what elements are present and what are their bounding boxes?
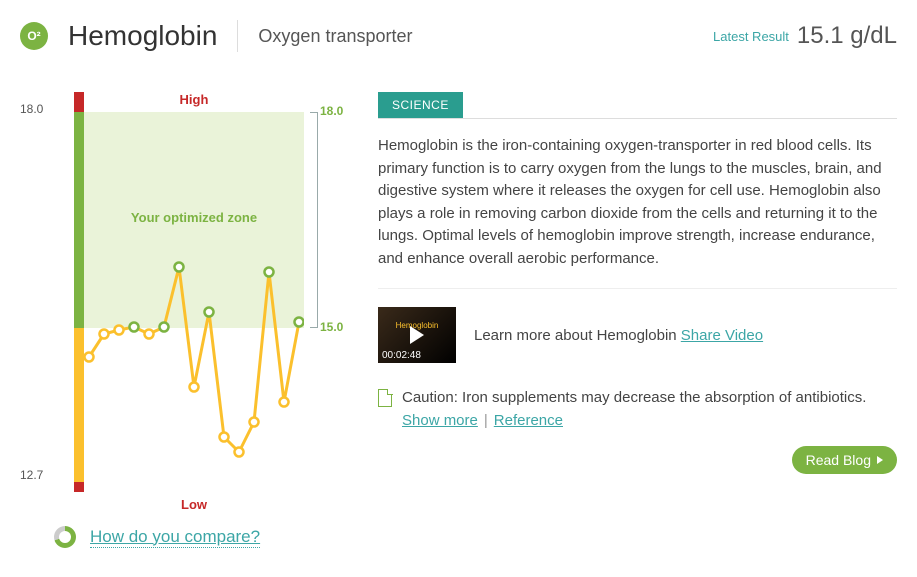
share-video-link[interactable]: Share Video (681, 327, 763, 344)
video-caption: Learn more about Hemoglobin Share Video (474, 327, 763, 344)
pipe-separator: | (484, 412, 488, 429)
read-blog-button[interactable]: Read Blog (792, 446, 897, 474)
detail-column: SCIENCE Hemoglobin is the iron-containin… (360, 92, 897, 548)
zone-min-label: 15.0 (320, 320, 343, 334)
o2-badge-icon: O² (20, 22, 48, 50)
show-more-link[interactable]: Show more (402, 412, 478, 429)
divider (378, 288, 897, 289)
video-caption-text: Learn more about Hemoglobin (474, 327, 681, 344)
caution-body: Caution: Iron supplements may decrease t… (402, 389, 866, 406)
zone-max-label: 18.0 (320, 104, 343, 118)
compare-donut-icon (54, 526, 76, 548)
video-duration: 00:02:48 (382, 350, 421, 361)
zone-bracket (310, 112, 318, 328)
reference-link[interactable]: Reference (494, 412, 563, 429)
chart-area: 18.0 12.7 High Your optimized zone 18.0 … (50, 92, 360, 492)
play-icon (410, 326, 424, 344)
caution-text: Caution: Iron supplements may decrease t… (402, 387, 897, 432)
range-green (74, 112, 84, 328)
chart-column: 18.0 12.7 High Your optimized zone 18.0 … (20, 92, 360, 548)
description-paragraph: Hemoglobin is the iron-containing oxygen… (378, 135, 897, 270)
axis-min-label: 12.7 (20, 468, 43, 482)
high-label: High (84, 92, 304, 107)
latest-result-label: Latest Result (713, 29, 789, 44)
low-label: Low (84, 497, 304, 512)
axis-max-label: 18.0 (20, 102, 43, 116)
range-bar (74, 92, 84, 492)
page-title: Hemoglobin (68, 20, 238, 52)
compare-link[interactable]: How do you compare? (90, 527, 260, 548)
latest-result-value: 15.1 g/dL (797, 22, 897, 50)
page-subtitle: Oxygen transporter (258, 26, 412, 47)
page-header: O² Hemoglobin Oxygen transporter Latest … (20, 20, 897, 62)
document-icon (378, 389, 392, 407)
range-high-red (74, 92, 84, 112)
trend-line-chart (84, 112, 304, 482)
science-tag: SCIENCE (378, 92, 463, 118)
video-thumbnail[interactable]: Hemoglobin 00:02:48 (378, 307, 456, 363)
range-low-red (74, 482, 84, 492)
